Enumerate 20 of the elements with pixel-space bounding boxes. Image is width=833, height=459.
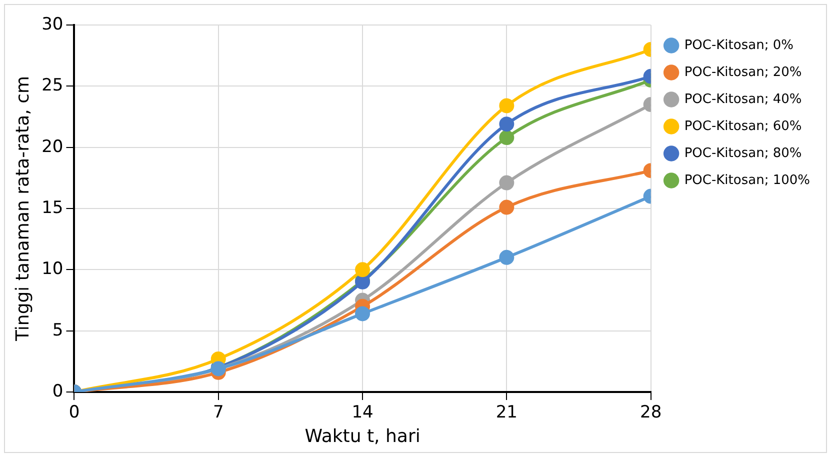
x-axis-title: Waktu t, hari — [304, 426, 420, 447]
y-tick-label: 25 — [42, 76, 64, 96]
x-tick-label: 21 — [496, 402, 518, 423]
y-tick-label: 10 — [42, 259, 64, 280]
y-tick-label: 15 — [42, 198, 64, 218]
y-tick-label: 5 — [52, 320, 64, 340]
y-tick-label: 20 — [42, 136, 64, 157]
x-tick-label: 7 — [212, 402, 224, 423]
x-tick-label: 14 — [352, 402, 374, 423]
y-axis-title: Tinggi tanaman rata-rata, cm — [12, 76, 34, 342]
legend-label: POC-Kitosan; 40% — [684, 92, 802, 107]
legend-label: POC-Kitosan; 0% — [684, 38, 794, 53]
legend-label: POC-Kitosan; 80% — [684, 146, 802, 161]
y-tick-label: 30 — [42, 14, 64, 34]
legend-label: POC-Kitosan; 60% — [684, 118, 802, 134]
legend-label: POC-Kitosan; 100% — [684, 172, 810, 188]
legend-label: POC-Kitosan; 20% — [684, 64, 802, 80]
x-tick-label: 0 — [68, 402, 80, 423]
x-tick-label: 28 — [640, 402, 662, 423]
y-tick-label: 0 — [52, 381, 64, 402]
